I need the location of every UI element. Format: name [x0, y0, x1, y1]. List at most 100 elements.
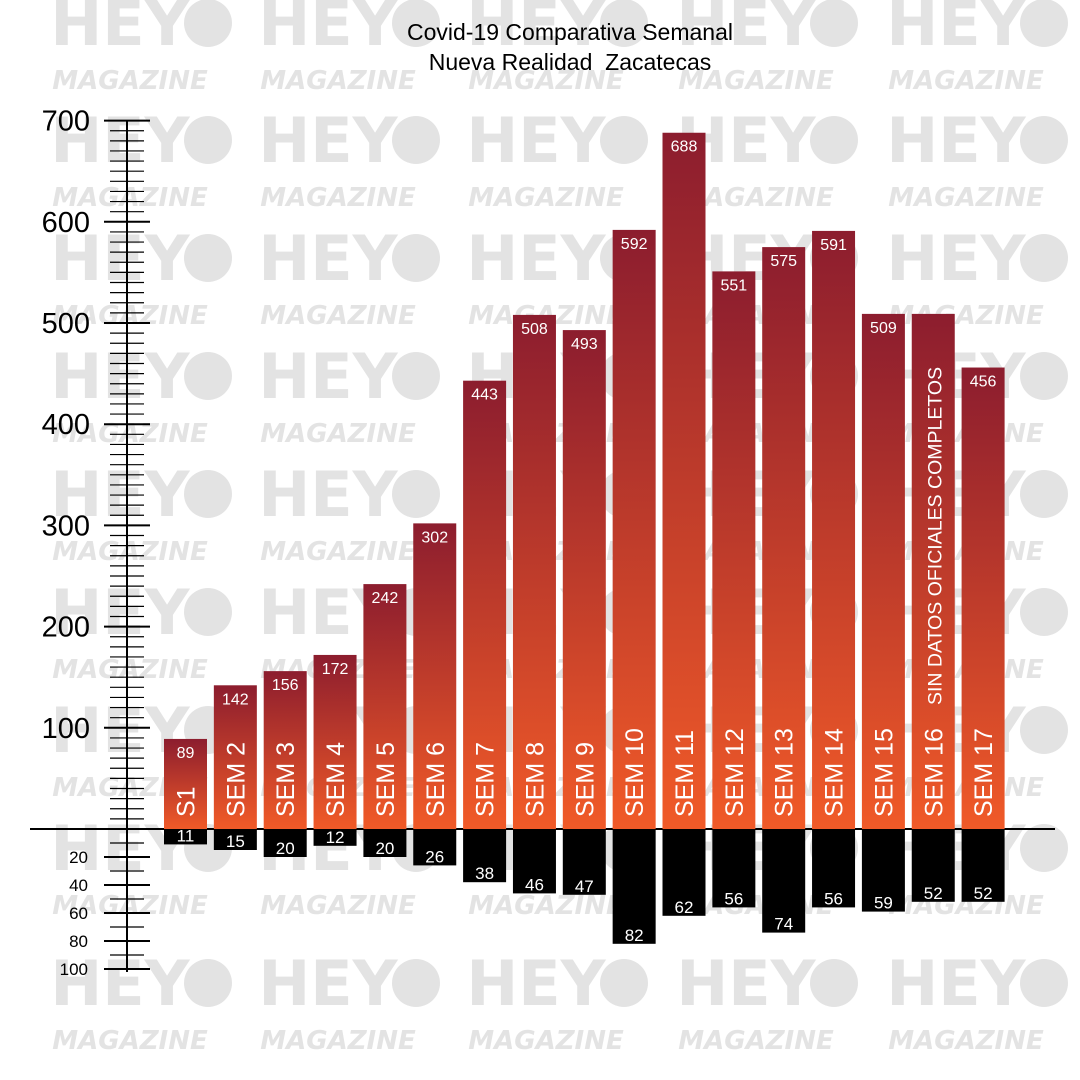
bar-value-label: 156: [272, 677, 299, 694]
svg-text:MAGAZINE: MAGAZINE: [52, 183, 208, 213]
svg-text:HEY: HEY: [50, 340, 190, 413]
svg-text:HEY: HEY: [258, 0, 398, 60]
lower-bar-value-label: 52: [974, 884, 993, 903]
lower-bar-value-label: 20: [276, 839, 295, 858]
lower-bar: [612, 829, 656, 944]
lower-bar: [762, 829, 806, 933]
lower-bar: [313, 829, 357, 846]
bar-value-label: 302: [421, 529, 448, 546]
bar: [463, 380, 507, 829]
svg-text:MAGAZINE: MAGAZINE: [260, 891, 416, 921]
svg-text:HEY: HEY: [50, 0, 190, 60]
svg-text:HEY: HEY: [50, 947, 190, 1020]
category-label: SEM 4: [322, 742, 350, 817]
lower-bar-value-label: 59: [874, 894, 893, 913]
bar-value-label: 242: [372, 590, 399, 607]
svg-text:HEY: HEY: [258, 458, 398, 531]
bar-value-label: 89: [177, 745, 195, 762]
svg-text:MAGAZINE: MAGAZINE: [260, 301, 416, 331]
lower-bar: [413, 829, 457, 866]
bar-value-label: 592: [621, 236, 648, 253]
lower-bar: [712, 829, 756, 908]
category-label: SEM 16: [920, 728, 948, 817]
bar-value-label: 493: [571, 336, 598, 353]
category-label: S1: [173, 786, 201, 817]
svg-text:HEY: HEY: [466, 947, 606, 1020]
svg-text:MAGAZINE: MAGAZINE: [468, 183, 624, 213]
category-label: SEM 3: [272, 742, 300, 817]
bar-value-label: 688: [671, 139, 698, 156]
svg-text:MAGAZINE: MAGAZINE: [260, 183, 416, 213]
bar-value-label: 142: [222, 691, 249, 708]
svg-text:MAGAZINE: MAGAZINE: [52, 1026, 208, 1056]
lower-bar: [812, 829, 856, 908]
svg-text:MAGAZINE: MAGAZINE: [260, 66, 416, 96]
bar: [911, 313, 955, 830]
lower-bar-value-label: 62: [675, 898, 694, 917]
category-label: SEM 6: [422, 742, 450, 817]
bar: [363, 584, 407, 829]
category-label: SEM 14: [821, 728, 849, 817]
y-tick-label: 300: [42, 510, 90, 542]
svg-text:MAGAZINE: MAGAZINE: [52, 301, 208, 331]
svg-text:HEY: HEY: [676, 0, 816, 60]
bar: [512, 314, 556, 829]
lower-bar: [164, 829, 207, 845]
lower-bar-value-label: 12: [326, 828, 345, 847]
svg-text:HEY: HEY: [258, 947, 398, 1020]
svg-text:MAGAZINE: MAGAZINE: [888, 1026, 1044, 1056]
lower-bar-value-label: 38: [475, 864, 494, 883]
bar: [662, 132, 706, 829]
svg-text:HEY: HEY: [466, 222, 606, 295]
bar-value-label: 509: [870, 320, 897, 337]
bar-value-label: 172: [322, 661, 349, 678]
y-tick-label-lower: 20: [69, 848, 88, 867]
svg-text:HEY: HEY: [886, 222, 1026, 295]
svg-text:HEY: HEY: [258, 104, 398, 177]
y-tick-label-lower: 80: [69, 932, 88, 951]
svg-text:HEY: HEY: [886, 104, 1026, 177]
lower-bar: [562, 829, 606, 895]
bar: [762, 247, 806, 830]
category-label: SEM 5: [372, 742, 400, 817]
bar: [812, 230, 856, 829]
chart-subtitle: Nueva Realidad Zacatecas: [429, 49, 712, 75]
category-label: SEM 11: [671, 730, 699, 817]
svg-text:MAGAZINE: MAGAZINE: [468, 66, 624, 96]
lower-bar: [911, 829, 955, 902]
svg-text:MAGAZINE: MAGAZINE: [52, 537, 208, 567]
lower-bar-value-label: 52: [924, 884, 943, 903]
lower-bar: [363, 829, 407, 857]
bar-value-label: 551: [720, 277, 747, 294]
svg-text:MAGAZINE: MAGAZINE: [52, 891, 208, 921]
svg-text:MAGAZINE: MAGAZINE: [678, 1026, 834, 1056]
svg-text:HEY: HEY: [886, 947, 1026, 1020]
svg-text:MAGAZINE: MAGAZINE: [260, 419, 416, 449]
y-tick-label: 700: [42, 106, 90, 138]
lower-bar: [512, 829, 556, 894]
svg-text:HEY: HEY: [676, 947, 816, 1020]
svg-text:HEY: HEY: [886, 0, 1026, 60]
y-tick-label: 100: [42, 713, 90, 745]
watermark-logo: HEY MAGAZINE: [886, 947, 1068, 1056]
bar: [263, 671, 307, 829]
lower-bar-value-label: 15: [226, 832, 245, 851]
note-label: SIN DATOS OFICIALES COMPLETOS: [924, 367, 946, 705]
watermark-logo: HEY MAGAZINE: [676, 947, 858, 1056]
y-tick-label-lower: 40: [69, 876, 88, 895]
svg-text:MAGAZINE: MAGAZINE: [888, 183, 1044, 213]
y-tick-label: 400: [42, 409, 90, 441]
bar-value-label: 508: [521, 321, 548, 338]
